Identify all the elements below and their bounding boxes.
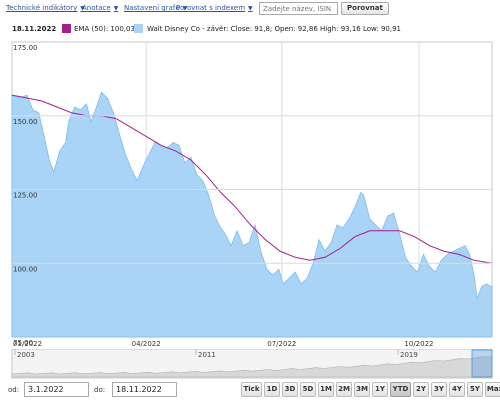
range-button-3y[interactable]: 3Y xyxy=(431,382,447,397)
range-button-3d[interactable]: 3D xyxy=(282,382,298,397)
price-legend-label: Walt Disney Co - závěr: Close: 91,8; Ope… xyxy=(147,25,401,33)
range-button-3m[interactable]: 3M xyxy=(354,382,370,397)
x-tick-label: 10/2022 xyxy=(404,340,433,348)
range-button-2m[interactable]: 2M xyxy=(336,382,352,397)
technical-indicators-link[interactable]: Technické indikátory ▼ xyxy=(6,4,85,12)
range-button-1m[interactable]: 1M xyxy=(318,382,334,397)
range-button-max[interactable]: Max xyxy=(485,382,500,397)
compare-with-index-link[interactable]: Porovnat s indexem ▼ xyxy=(176,4,253,12)
price-area-series xyxy=(11,91,493,338)
navigator-history-area xyxy=(11,356,493,378)
chart-toolbar: Technické indikátory ▼ Anotace ▼ Nastavení… xyxy=(0,0,500,20)
ema-swatch xyxy=(62,24,71,33)
y-tick-label: 75.00 xyxy=(13,339,33,347)
dropdown-arrow-icon: ▼ xyxy=(182,5,188,12)
dropdown-arrow-icon: ▼ xyxy=(248,5,253,12)
range-button-5d[interactable]: 5D xyxy=(300,382,316,397)
annotations-link[interactable]: Anotace ▼ xyxy=(82,4,119,12)
range-button-1d[interactable]: 1D xyxy=(264,382,280,397)
y-tick-label: 175.00 xyxy=(13,44,38,52)
from-date-input[interactable] xyxy=(24,382,89,397)
dropdown-arrow-icon: ▼ xyxy=(80,5,85,12)
navigator-year-label: 2003 xyxy=(17,351,35,359)
y-tick-label: 150.00 xyxy=(13,118,38,126)
range-button-tick[interactable]: Tick xyxy=(241,382,262,397)
navigator-year-label: 2019 xyxy=(400,351,418,359)
ema-legend-label: EMA (50): 100,03 xyxy=(74,25,135,33)
legend-date: 18.11.2022 xyxy=(12,25,57,33)
navigator-selection xyxy=(471,349,493,378)
range-button-1y[interactable]: 1Y xyxy=(372,382,388,397)
x-tick-label: 01/2022 xyxy=(13,340,42,348)
y-tick-label: 125.00 xyxy=(13,192,38,200)
dropdown-arrow-icon: ▼ xyxy=(113,5,119,12)
y-tick-label: 100.00 xyxy=(13,265,38,273)
x-tick-label: 07/2022 xyxy=(267,340,296,348)
range-navigator[interactable]: 2003 2011 2019 xyxy=(0,349,500,379)
compare-search-input[interactable] xyxy=(259,2,338,15)
range-button-4y[interactable]: 4Y xyxy=(449,382,465,397)
range-button-2y[interactable]: 2Y xyxy=(413,382,429,397)
date-range-bar: od: do: Tick1D3D5D1M2M3M1YYTD2Y3Y4Y5YMax xyxy=(0,380,500,409)
chart-settings-link[interactable]: Nastavení grafu ▼ xyxy=(124,4,188,12)
from-label: od: xyxy=(8,386,20,394)
to-date-input[interactable] xyxy=(112,382,177,397)
x-tick-label: 04/2022 xyxy=(132,340,161,348)
to-label: do: xyxy=(94,386,106,394)
compare-button[interactable]: Porovnat xyxy=(341,2,389,15)
range-button-ytd[interactable]: YTD xyxy=(390,382,411,397)
price-swatch xyxy=(134,24,143,33)
range-button-5y[interactable]: 5Y xyxy=(467,382,483,397)
navigator-year-label: 2011 xyxy=(198,351,216,359)
chart-legend: 18.11.2022 EMA (50): 100,03 Walt Disney … xyxy=(0,22,500,38)
